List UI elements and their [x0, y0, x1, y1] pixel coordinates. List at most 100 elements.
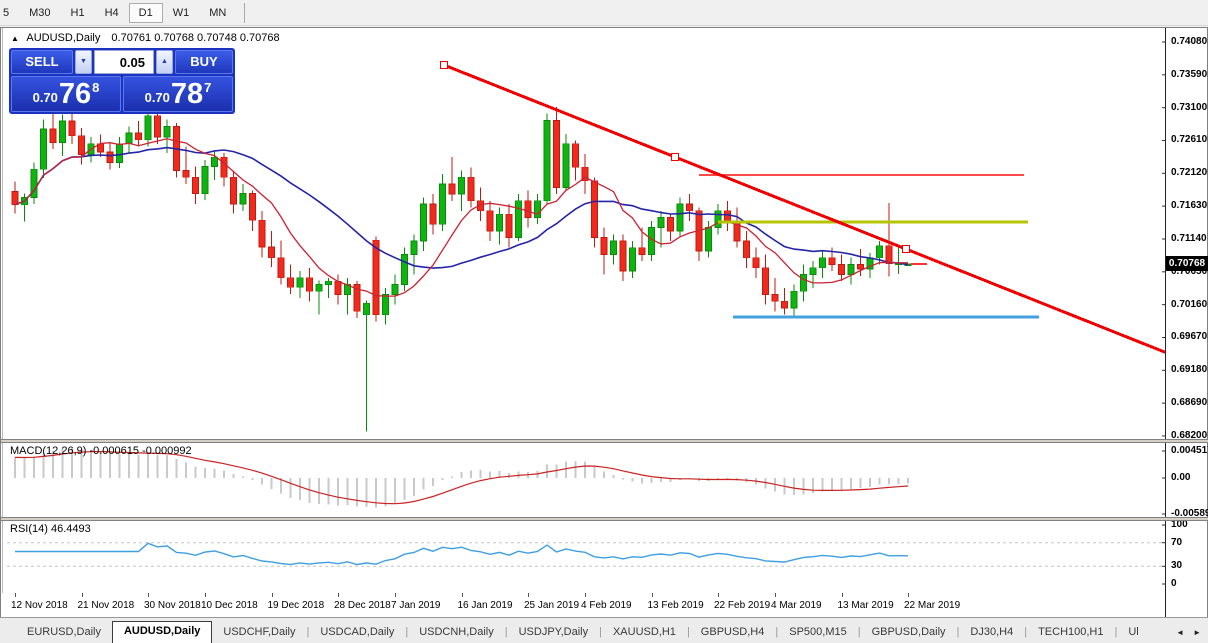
- buy-button[interactable]: BUY: [175, 50, 233, 74]
- timeframe-button-h1[interactable]: H1: [70, 6, 85, 19]
- chart-ohlc-values: 0.70761 0.70768 0.70748 0.70768: [111, 32, 280, 44]
- timeframe-button-d1[interactable]: D1: [128, 2, 163, 23]
- chart-tab-usdchf[interactable]: USDCHF,Daily: [223, 626, 296, 638]
- date-tick: [148, 593, 149, 597]
- price-tick-label: 0.69180: [1171, 364, 1208, 376]
- price-tick-label: 0.72610: [1171, 134, 1208, 146]
- date-tick: [81, 593, 83, 597]
- date-tick: [395, 593, 396, 597]
- price-chart-canvas[interactable]: [7, 29, 1167, 439]
- descending-trendline[interactable]: [443, 63, 1167, 355]
- date-tick: [271, 593, 273, 597]
- ma-slow-line: [14, 146, 909, 269]
- volume-input[interactable]: [94, 50, 154, 74]
- rsi-tick-label: 100: [1171, 519, 1188, 530]
- scroll-right-icon[interactable]: ►: [1193, 628, 1205, 637]
- tab-separator: |: [686, 626, 690, 638]
- timeframe-button-5[interactable]: 5: [3, 6, 10, 19]
- macd-label: MACD(12,26,9) -0.000615 -0.000992: [10, 445, 192, 457]
- chart-symbol-label: AUDUSD,Daily: [26, 32, 101, 44]
- date-label: 22 Mar 2019: [904, 600, 961, 611]
- panel-divider[interactable]: [1, 517, 1208, 521]
- current-price-box: 0.70768: [1166, 255, 1208, 271]
- buy-price-pip: 7: [204, 80, 212, 95]
- tab-separator: |: [599, 626, 602, 638]
- panel-divider[interactable]: [1, 439, 1208, 443]
- collapse-triangle-icon[interactable]: ▲: [11, 34, 19, 43]
- price-tick-label: 0.72120: [1171, 167, 1208, 179]
- chart-tab-gbpusd[interactable]: GBPUSD,Daily: [871, 626, 946, 638]
- price-axis[interactable]: 0.74080 0.73590 0.73100 0.72610 0.72120 0.716…: [1165, 28, 1208, 617]
- date-label: 30 Nov 2018: [144, 600, 201, 611]
- date-label: 4 Mar 2019: [771, 600, 822, 611]
- chart-tab-usdcad[interactable]: USDCAD,Daily: [320, 626, 395, 638]
- timeframe-button-mn[interactable]: MN: [209, 6, 227, 19]
- trendline-handle[interactable]: [670, 152, 680, 162]
- rsi-tick-label: 0: [1171, 578, 1177, 589]
- trendline-handle[interactable]: [439, 60, 449, 70]
- buy-price-button[interactable]: 0.70 78 7: [123, 76, 233, 112]
- date-tick: [718, 593, 719, 597]
- chart-tab-usdcnh[interactable]: USDCNH,Daily: [419, 626, 494, 638]
- macd-canvas[interactable]: [7, 443, 1167, 517]
- tab-separator: |: [956, 626, 960, 638]
- price-tick-label: 0.71140: [1171, 232, 1207, 244]
- macd-signal-line: [14, 450, 909, 505]
- scroll-left-icon[interactable]: ◄: [1176, 628, 1189, 637]
- rsi-line: [15, 542, 909, 566]
- sell-price-big: 76: [58, 78, 92, 111]
- trendline-handle[interactable]: [901, 244, 911, 254]
- tab-separator: |: [775, 626, 779, 638]
- chart-tab-gbpusd[interactable]: GBPUSD,H4: [700, 626, 765, 638]
- price-tick-label: 0.68690: [1171, 397, 1208, 409]
- date-label: 12 Nov 2018: [11, 600, 68, 611]
- timeframe-button-m30[interactable]: M30: [29, 6, 51, 19]
- rsi-tick-label: 70: [1171, 536, 1183, 548]
- date-tick: [908, 593, 909, 597]
- chart-tab-dj30[interactable]: DJ30,H4: [970, 626, 1014, 638]
- sell-price-button[interactable]: 0.70 76 8: [11, 76, 121, 112]
- date-tick: [15, 593, 16, 597]
- ma-fast-line: [14, 138, 908, 297]
- date-label: 22 Feb 2019: [714, 600, 771, 611]
- one-click-trading-panel: SELL ▼ ▲ BUY 0.70 76 8 0.70 78 7: [9, 48, 235, 114]
- sell-button[interactable]: SELL: [11, 50, 73, 74]
- tab-separator: |: [1024, 626, 1028, 638]
- date-label: 28 Dec 2018: [334, 600, 391, 611]
- timeframe-button-w1[interactable]: W1: [172, 6, 190, 19]
- date-tick: [651, 593, 653, 597]
- rsi-canvas[interactable]: [7, 521, 1167, 593]
- buy-price-prefix: 0.70: [144, 90, 170, 105]
- volume-increment-button[interactable]: ▲: [156, 50, 173, 74]
- volume-decrement-button[interactable]: ▼: [75, 50, 92, 74]
- date-label: 16 Jan 2019: [457, 600, 513, 611]
- price-tick-label: 0.70160: [1171, 298, 1208, 310]
- chart-tab-xauusd[interactable]: XAUUSD,H1: [612, 626, 676, 638]
- chart-tab-usdjpy[interactable]: USDJPY,Daily: [518, 626, 589, 638]
- chart-tab-tech100[interactable]: TECH100,H1: [1038, 626, 1104, 638]
- tab-separator: |: [857, 626, 861, 638]
- timeframe-button-h4[interactable]: H4: [104, 6, 119, 19]
- price-tick-label: 0.69670: [1171, 331, 1208, 343]
- date-label: 4 Feb 2019: [581, 600, 632, 611]
- time-axis[interactable]: 12 Nov 2018 21 Nov 2018 30 Nov 2018 10 Dec …: [1, 593, 1167, 617]
- price-tick-label: 0.68200: [1171, 429, 1208, 441]
- date-label: 25 Jan 2019: [524, 600, 580, 611]
- toolbar-separator: [244, 2, 246, 23]
- date-tick: [338, 593, 339, 597]
- date-label: 13 Mar 2019: [837, 600, 894, 611]
- chart-tabs-bar: EURUSD,Daily AUDUSD,Daily USDCHF,Daily | USD…: [0, 617, 1208, 643]
- buy-price-big: 78: [170, 78, 204, 111]
- chart-tab-audusd[interactable]: AUDUSD,Daily: [111, 621, 213, 643]
- chart-tab-sp500[interactable]: SP500,M15: [789, 626, 847, 638]
- rsi-tick-label: 30: [1171, 560, 1183, 572]
- tab-separator: |: [504, 626, 508, 638]
- date-label: 10 Dec 2018: [201, 600, 258, 611]
- candles: [11, 106, 912, 432]
- date-label: 19 Dec 2018: [267, 600, 325, 611]
- chart-tab-ul[interactable]: Ul: [1128, 626, 1139, 638]
- date-tick: [205, 593, 206, 597]
- tab-scroll-buttons: ◄ ►: [1176, 628, 1205, 637]
- chart-window: ▲ AUDUSD,Daily 0.70761 0.70768 0.70748 0…: [0, 27, 1208, 617]
- chart-tab-eurusd[interactable]: EURUSD,Daily: [27, 626, 101, 638]
